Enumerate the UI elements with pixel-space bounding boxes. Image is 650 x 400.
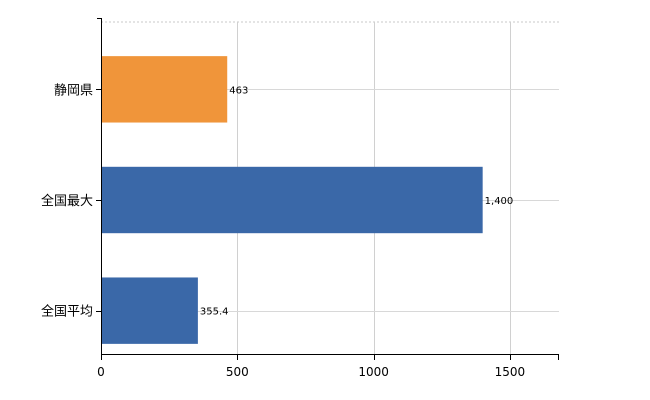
bar-3: [101, 277, 198, 344]
bar-1: [101, 56, 228, 123]
labels: 静岡県 463 全国最大 1,400 全国平均 355.4 0 500 1000 1500: [41, 83, 525, 379]
bars: [101, 56, 483, 344]
x-tick-label-1000: 1000: [358, 365, 389, 379]
category-label-2: 全国最大: [41, 193, 93, 209]
x-tick-label-500: 500: [226, 365, 249, 379]
data-label-1: 463: [229, 85, 248, 96]
data-label-3: 355.4: [200, 307, 229, 318]
x-tick-label-1500: 1500: [495, 365, 526, 379]
bar-2: [101, 166, 483, 234]
axes: [96, 18, 559, 360]
x-tick-label-0: 0: [97, 365, 105, 379]
category-label-1: 静岡県: [54, 83, 93, 98]
data-label-2: 1,400: [485, 196, 514, 207]
category-label-3: 全国平均: [41, 304, 93, 320]
